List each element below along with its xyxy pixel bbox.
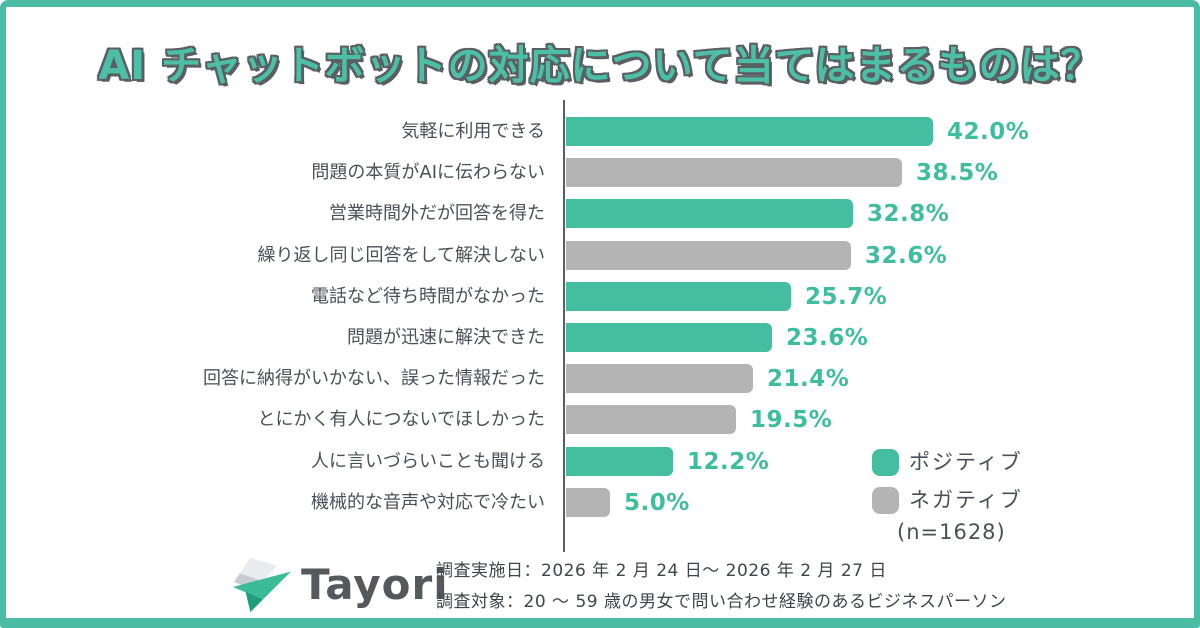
- bar-label: とにかく有人につないでほしかった: [257, 409, 545, 430]
- bar-value: 23.6%: [786, 325, 869, 351]
- survey-notes: 調査実施日：2026 年 2 月 24 日～ 2026 年 2 月 27 日 調…: [436, 556, 1006, 618]
- bar-label: 問題が迅速に解決できた: [347, 327, 545, 348]
- logo-text: Tayori: [301, 560, 449, 609]
- bar-label: 人に言いづらいことも聞ける: [311, 451, 545, 472]
- legend-swatch-positive: [872, 449, 899, 476]
- bar-value: 42.0%: [947, 119, 1030, 145]
- bar-value: 32.6%: [865, 243, 948, 269]
- bar-positive: [566, 199, 853, 228]
- bar-positive: [566, 282, 791, 311]
- bar-value: 32.8%: [867, 201, 950, 227]
- sample-size-note: (n=1628): [897, 520, 1006, 544]
- bar-negative: [566, 241, 851, 270]
- page-title: AI チャットボットの対応について当てはまるものは？: [98, 43, 1102, 89]
- bar-value: 5.0%: [624, 490, 690, 516]
- survey-target: 調査対象：20 ～ 59 歳の男女で問い合わせ経験のあるビジネスパーソン: [436, 592, 1007, 612]
- bar-negative: [566, 158, 902, 187]
- bar-value: 19.5%: [750, 407, 833, 433]
- bar-negative: [566, 405, 736, 434]
- logo: Tayori: [231, 554, 449, 616]
- bar-label: 問題の本質がAIに伝わらない: [311, 162, 545, 183]
- bar-value: 25.7%: [805, 284, 888, 310]
- survey-date: 調査実施日：2026 年 2 月 24 日～ 2026 年 2 月 27 日: [436, 561, 887, 581]
- bar-label: 繰り返し同じ回答をして解決しない: [257, 245, 545, 266]
- bar-value: 38.5%: [916, 160, 999, 186]
- bar-positive: [566, 447, 673, 476]
- legend-label-positive: ポジティブ: [909, 450, 1023, 474]
- bar-positive: [566, 117, 933, 146]
- bar-value: 21.4%: [767, 366, 850, 392]
- bar-label: 機械的な音声や対応で冷たい: [311, 492, 545, 513]
- bar-label: 気軽に利用できる: [401, 121, 545, 142]
- bar-negative: [566, 364, 753, 393]
- bar-label: 回答に納得がいかない、誤った情報だった: [203, 368, 545, 389]
- bar-positive: [566, 323, 772, 352]
- chart-axis: [563, 100, 565, 552]
- bar-label: 電話など待ち時間がなかった: [311, 286, 545, 307]
- bar-negative: [566, 488, 610, 517]
- legend-label-negative: ネガティブ: [909, 488, 1023, 512]
- tayori-paper-plane-icon: [232, 557, 292, 613]
- legend-swatch-negative: [872, 487, 899, 514]
- bar-value: 12.2%: [687, 449, 770, 475]
- bar-label: 営業時間外だが回答を得た: [329, 203, 545, 224]
